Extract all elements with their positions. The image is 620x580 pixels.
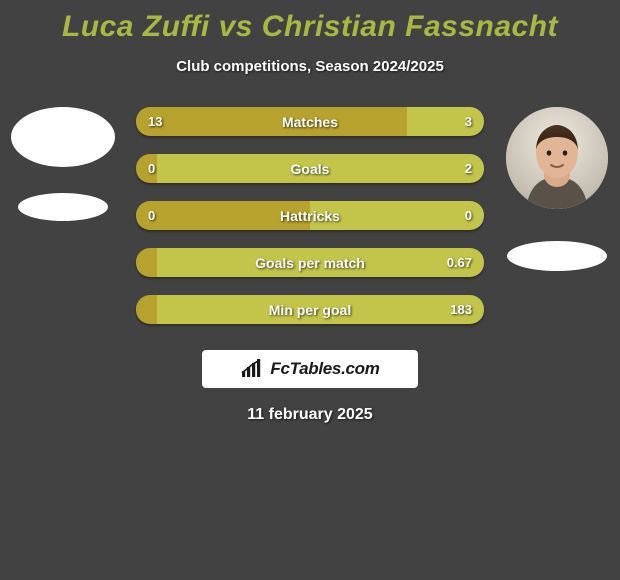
bar-track bbox=[136, 248, 484, 277]
subtitle: Club competitions, Season 2024/2025 bbox=[0, 58, 620, 75]
stat-row: Goals02 bbox=[136, 154, 484, 183]
bar-left-fill bbox=[136, 295, 157, 324]
player-right bbox=[502, 107, 612, 271]
chart-icon bbox=[240, 359, 264, 379]
bar-left-fill bbox=[136, 201, 310, 230]
avatar-photo-icon bbox=[506, 107, 608, 209]
club-placeholder-left bbox=[18, 193, 108, 221]
bar-track bbox=[136, 107, 484, 136]
stat-row: Hattricks00 bbox=[136, 201, 484, 230]
footer-brand[interactable]: FcTables.com bbox=[202, 350, 418, 388]
bar-left-fill bbox=[136, 154, 157, 183]
comparison-panel: Matches133 Goals02 Hattricks00 Goals per ma… bbox=[0, 107, 620, 324]
bar-left-fill bbox=[136, 248, 157, 277]
stat-row: Goals per match0.67 bbox=[136, 248, 484, 277]
bar-right-fill bbox=[310, 201, 484, 230]
bar-track bbox=[136, 201, 484, 230]
bar-track bbox=[136, 154, 484, 183]
club-placeholder-right bbox=[507, 241, 607, 271]
date-text: 11 february 2025 bbox=[0, 406, 620, 424]
bar-right-fill bbox=[157, 248, 484, 277]
bar-right-fill bbox=[157, 154, 484, 183]
bar-right-fill bbox=[407, 107, 484, 136]
stat-row: Matches133 bbox=[136, 107, 484, 136]
avatar-right bbox=[506, 107, 608, 209]
footer-brand-text: FcTables.com bbox=[270, 359, 379, 379]
bar-right-fill bbox=[157, 295, 484, 324]
stat-row: Min per goal183 bbox=[136, 295, 484, 324]
page-title: Luca Zuffi vs Christian Fassnacht bbox=[0, 0, 620, 44]
stat-bars: Matches133 Goals02 Hattricks00 Goals per ma… bbox=[136, 107, 484, 324]
bar-left-fill bbox=[136, 107, 407, 136]
player-left bbox=[8, 107, 118, 221]
bar-track bbox=[136, 295, 484, 324]
avatar-placeholder-left bbox=[11, 107, 115, 167]
